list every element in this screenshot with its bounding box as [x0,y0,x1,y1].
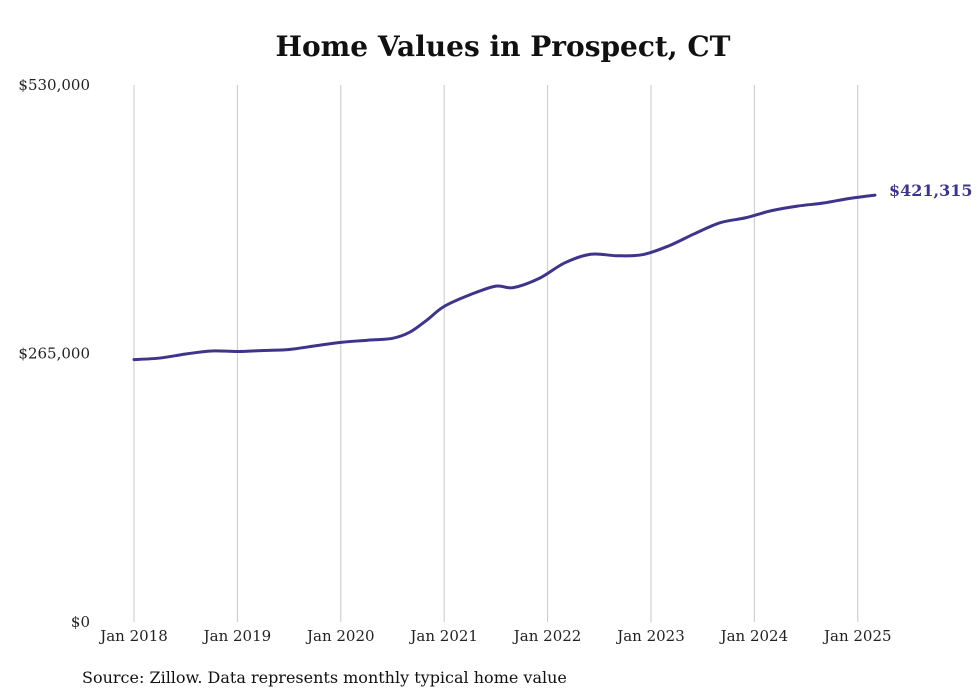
x-tick-label: Jan 2018 [98,627,168,645]
series-line [132,193,877,362]
y-axis-tick-labels: $0 $265,000 $530,000 [18,76,90,631]
data-labels: $421,315 [889,181,973,200]
x-axis-tick-labels: Jan 2018 Jan 2019 Jan 2020 Jan 2021 Jan 2022… [98,627,891,645]
y-tick-label: $530,000 [18,76,90,94]
gridlines [133,85,859,622]
x-tick-label: Jan 2021 [408,627,478,645]
x-tick-label: Jan 2022 [512,627,582,645]
series-layer [132,193,877,362]
x-tick-label: Jan 2025 [822,627,892,645]
y-tick-label: $0 [71,613,90,631]
x-tick-label: Jan 2020 [305,627,375,645]
y-tick-label: $265,000 [18,345,90,363]
end-value-label: $421,315 [889,181,973,200]
x-tick-label: Jan 2024 [719,627,789,645]
x-tick-label: Jan 2023 [615,627,685,645]
x-tick-label: Jan 2019 [202,627,272,645]
source-note: Source: Zillow. Data represents monthly … [82,668,567,687]
chart-title: Home Values in Prospect, CT [275,30,731,63]
